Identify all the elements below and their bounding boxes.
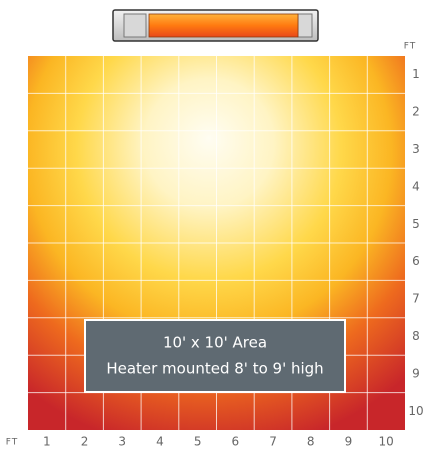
x-label: 5 [194,435,202,449]
caption-line: 10' x 10' Area [163,334,267,352]
y-label: 1 [412,67,420,81]
y-label: 10 [408,404,423,418]
x-label: 3 [118,435,126,449]
y-label: 5 [412,217,420,231]
x-label: 9 [345,435,353,449]
y-label: 4 [412,179,420,193]
y-label: 8 [412,329,420,343]
y-label: 3 [412,142,420,156]
y-label: 9 [412,366,420,380]
y-unit: FT [404,42,417,52]
caption-line: Heater mounted 8' to 9' high [106,360,323,378]
y-label: 6 [412,254,420,268]
y-label: 7 [412,292,420,306]
x-label: 8 [307,435,315,449]
x-unit: FT [6,438,19,448]
heater [112,9,319,42]
x-label: 7 [269,435,277,449]
y-label: 2 [412,105,420,119]
x-label: 4 [156,435,164,449]
x-label: 1 [43,435,51,449]
x-label: 6 [232,435,240,449]
x-label: 10 [379,435,394,449]
caption: 10' x 10' Area Heater mounted 8' to 9' h… [84,319,346,393]
x-label: 2 [81,435,89,449]
